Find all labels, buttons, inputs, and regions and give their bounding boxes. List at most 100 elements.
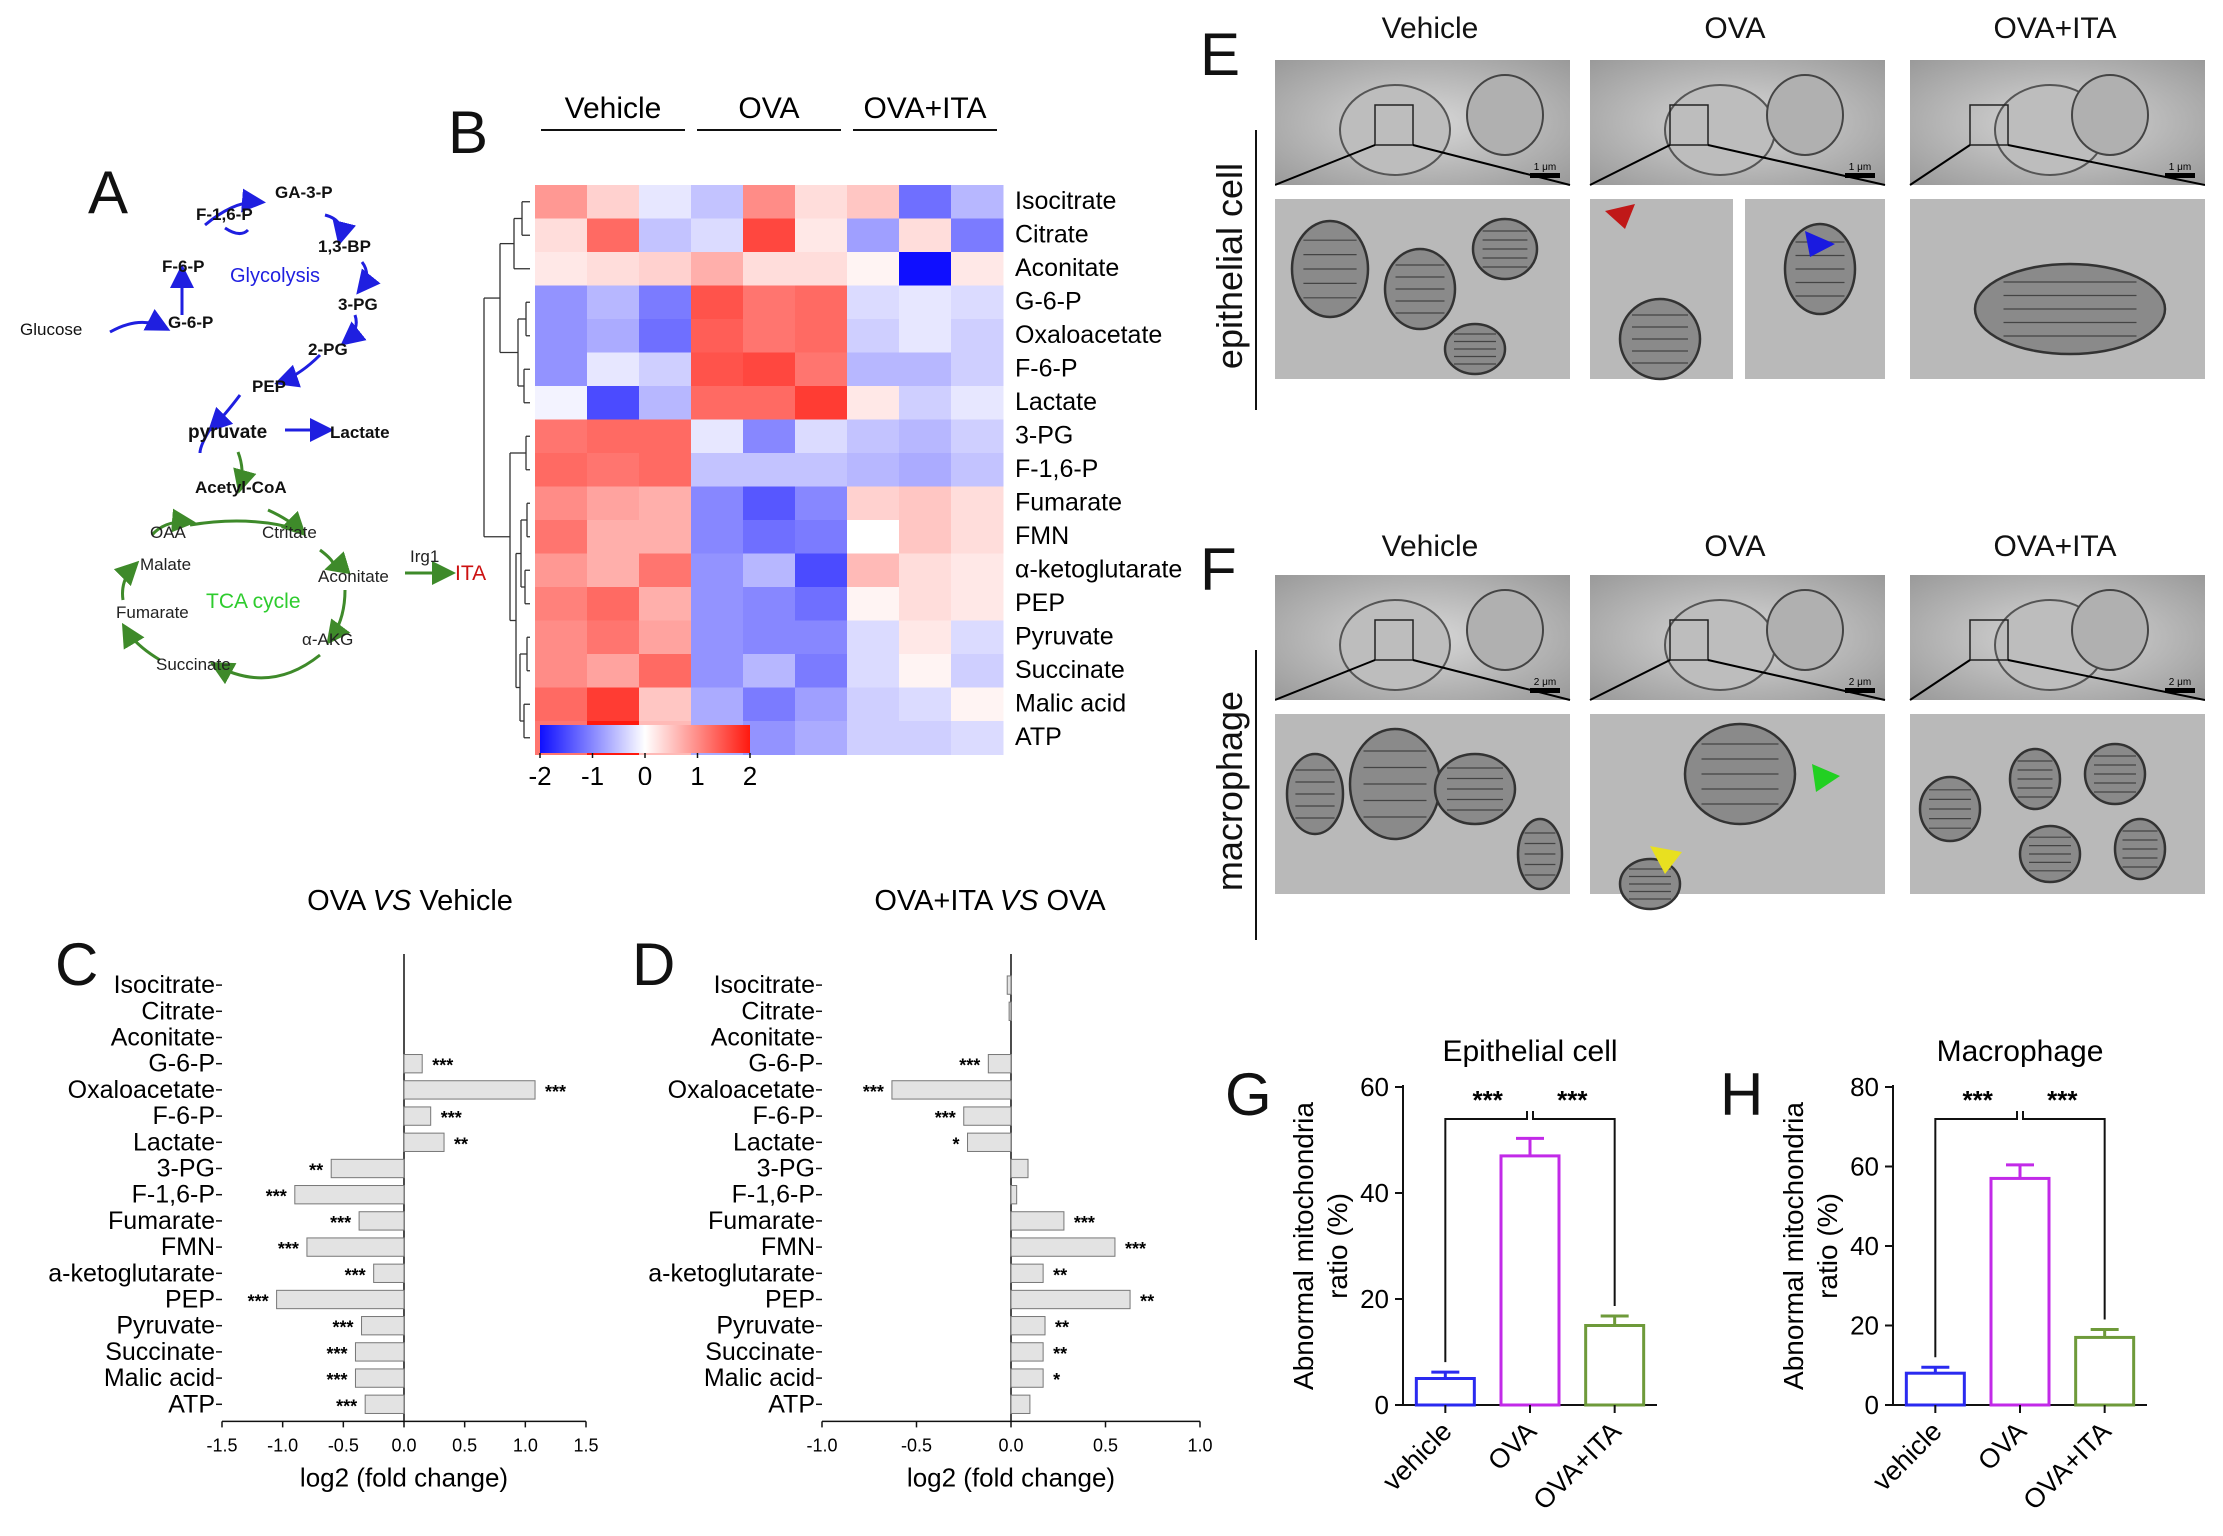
bar — [358, 1211, 405, 1231]
heatmap-row-label: Succinate — [1015, 656, 1125, 684]
panel-label-h: H — [1720, 1061, 1764, 1128]
heatmap-cell — [743, 620, 796, 655]
heatmap-cell — [951, 352, 1004, 387]
bar — [354, 1368, 405, 1388]
heatmap-cell — [951, 587, 1004, 621]
y-tick-label: Aconitate — [111, 1024, 215, 1052]
heatmap-row-label: Aconitate — [1015, 254, 1119, 282]
bpg-label: 1,3-BP — [318, 237, 371, 256]
sig-label: *** — [330, 1213, 351, 1233]
heatmap-group-label: Vehicle — [565, 92, 662, 125]
em-zoom-box — [1969, 104, 2009, 146]
panel-label-g: G — [1225, 1061, 1272, 1128]
sig-brackets — [1934, 1111, 2106, 1358]
heatmap-cell — [743, 687, 796, 722]
y-tick-label: 20 — [1360, 1284, 1389, 1314]
bar — [967, 1132, 1012, 1152]
y-tick-label: 3-PG — [757, 1155, 815, 1183]
bar — [1989, 1176, 2051, 1407]
x-tick-label: OVA — [1972, 1416, 2032, 1476]
lactate-label: Lactate — [330, 423, 390, 442]
heatmap-cell — [899, 319, 952, 353]
x-tick-label: vehicle — [1867, 1416, 1948, 1497]
y-tick-label: Isocitrate — [114, 971, 215, 999]
x-tick-label: 1.0 — [513, 1435, 538, 1455]
heatmap-cell — [691, 285, 744, 320]
colorbar-tick-label: 0 — [638, 761, 652, 785]
heatmap-cell — [951, 654, 1004, 688]
panel-label-b: B — [448, 99, 489, 166]
x-tick-label: vehicle — [1377, 1416, 1458, 1497]
x-tick-label: 1.0 — [1187, 1435, 1212, 1455]
heatmap-cell — [899, 285, 952, 320]
chart-title: OVA+ITA VS OVA — [874, 885, 1106, 917]
em-grid-macrophage: 2 μm 2 μm 2 μm — [1275, 575, 2205, 911]
y-tick-label: 20 — [1850, 1311, 1879, 1341]
heatmap-cell — [951, 687, 1004, 722]
heatmap-cell — [639, 319, 692, 353]
colorbar-tick-label: -2 — [528, 761, 551, 785]
y-tick-label: Pyruvate — [716, 1312, 815, 1340]
scale-bar — [1845, 688, 1875, 693]
heatmap-cell — [847, 520, 900, 554]
heatmap-cell — [535, 285, 588, 320]
y-tick-label: F-6-P — [153, 1102, 216, 1130]
heatmap-cell — [951, 218, 1004, 253]
x-tick-label: OVA+ITA — [2017, 1416, 2117, 1516]
heatmap-group-label: OVA — [738, 92, 799, 125]
em-zoom-box — [1374, 104, 1414, 146]
heatmap-cell — [899, 486, 952, 521]
bar — [403, 1106, 432, 1126]
ita-label: ITA — [455, 562, 486, 585]
heatmap-cell — [795, 185, 848, 219]
y-tick-label: ATP — [768, 1390, 815, 1418]
heatmap-cell — [951, 520, 1004, 554]
heatmap-cell — [639, 654, 692, 688]
em-zoom-box — [1969, 619, 2009, 661]
heatmap-cell — [691, 319, 744, 353]
heatmap-cell — [847, 486, 900, 521]
glucose-label: Glucose — [20, 320, 82, 339]
y-tick-label: Oxaloacetate — [68, 1076, 215, 1104]
row-label-epithelial: epithelial cell — [1200, 130, 1260, 410]
heatmap-cell — [951, 553, 1004, 588]
heatmap-row-label: Citrate — [1015, 221, 1089, 249]
bar — [1008, 1001, 1012, 1021]
colorbar-tick-label: 1 — [690, 761, 704, 785]
heatmap-cell — [743, 218, 796, 253]
heatmap-cell — [899, 218, 952, 253]
bar — [1584, 1324, 1646, 1407]
heatmap-cell — [899, 721, 952, 755]
heatmap-cell — [795, 285, 848, 320]
heatmap-cell — [847, 687, 900, 722]
heatmap-cell — [587, 520, 640, 554]
y-tick-label: Isocitrate — [714, 971, 815, 999]
x-axis-label: log2 (fold change) — [300, 1462, 508, 1492]
panel-label-f: F — [1200, 536, 1237, 603]
bar — [1010, 1237, 1116, 1257]
heatmap-cell — [847, 386, 900, 420]
y-tick-label: G-6-P — [148, 1050, 215, 1078]
heatmap-cell — [587, 218, 640, 253]
heatmap-row-label: FMN — [1015, 522, 1069, 550]
panel-label-d: D — [632, 931, 676, 998]
em-nucleus — [1664, 599, 1776, 691]
heatmap-cell — [795, 721, 848, 755]
heatmap-row-label: Lactate — [1015, 388, 1097, 416]
heatmap-cell — [535, 553, 588, 588]
heatmap-cell — [639, 252, 692, 286]
heatmap-cell — [847, 553, 900, 588]
heatmap-cell — [587, 687, 640, 722]
scale-bar — [2165, 173, 2195, 178]
sig-brackets — [1444, 1111, 1616, 1363]
yellow-arrowhead — [1650, 846, 1682, 874]
heatmap-row-label: Malic acid — [1015, 690, 1126, 718]
heatmap-cell — [639, 453, 692, 487]
malate-label: Malate — [140, 555, 191, 574]
pathway-diagram: Glucose G-6-P F-6-P F-1,6-P GA-3-P 1,3-B… — [20, 183, 486, 685]
em-nucleus — [1466, 589, 1544, 671]
y-tick-label: 0 — [1375, 1390, 1389, 1420]
em-zoom-box — [1669, 104, 1709, 146]
pg2-label: 2-PG — [308, 340, 348, 359]
sig-label: *** — [959, 1056, 980, 1076]
